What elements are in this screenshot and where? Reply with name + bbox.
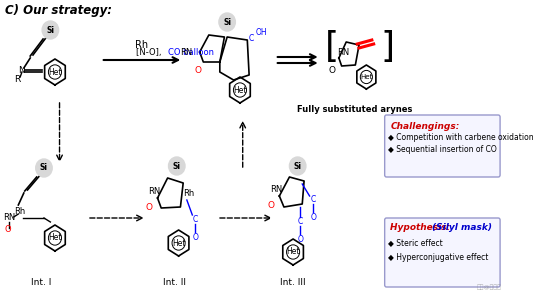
Text: N: N [19, 65, 25, 75]
Text: Si: Si [294, 162, 301, 170]
Text: O: O [268, 202, 274, 210]
Text: C: C [249, 33, 254, 43]
Text: Rh: Rh [183, 189, 194, 199]
Text: Fully substituted arynes: Fully substituted arynes [297, 105, 412, 114]
Text: C: C [298, 218, 303, 226]
Text: 头条@化学加: 头条@化学加 [477, 284, 502, 290]
Text: O: O [329, 65, 336, 75]
Text: Si: Si [173, 162, 181, 170]
Circle shape [219, 13, 235, 31]
Text: RN: RN [337, 47, 349, 57]
Text: Int. I: Int. I [31, 278, 51, 287]
Text: O: O [310, 213, 316, 221]
Text: [: [ [325, 30, 339, 64]
Text: Hypothesis:: Hypothesis: [390, 223, 454, 232]
Text: ◆ Competition with carbene oxidation: ◆ Competition with carbene oxidation [389, 133, 534, 142]
Text: C) Our strategy:: C) Our strategy: [4, 4, 112, 17]
Text: R: R [14, 75, 20, 83]
Text: RN: RN [148, 187, 160, 197]
Text: ◆ Hyperconjugative effect: ◆ Hyperconjugative effect [389, 253, 489, 262]
Text: Challengings:: Challengings: [390, 122, 460, 131]
Text: ]: ] [380, 30, 394, 64]
Text: ◆ Steric effect: ◆ Steric effect [389, 238, 443, 247]
Text: (Silyl mask): (Silyl mask) [432, 223, 492, 232]
Text: Si: Si [46, 25, 55, 35]
Text: Si: Si [223, 17, 231, 27]
Circle shape [168, 157, 185, 175]
Text: Het: Het [172, 239, 185, 247]
Text: RN: RN [270, 186, 283, 194]
Circle shape [289, 157, 306, 175]
Text: RN: RN [3, 213, 15, 223]
Text: Het: Het [286, 247, 300, 257]
Text: O: O [194, 65, 201, 75]
Text: O: O [192, 232, 198, 242]
Text: O: O [4, 226, 10, 234]
Text: Het: Het [48, 67, 62, 76]
Text: Si: Si [40, 163, 48, 173]
Text: RN: RN [180, 47, 192, 57]
Text: Het: Het [48, 234, 62, 242]
Text: Rh: Rh [14, 207, 26, 216]
Text: CO balloon: CO balloon [168, 48, 214, 57]
Text: C: C [311, 195, 316, 205]
Text: ◆ Sequential insertion of CO: ◆ Sequential insertion of CO [389, 145, 497, 154]
FancyBboxPatch shape [385, 115, 500, 177]
FancyBboxPatch shape [385, 218, 500, 287]
Text: Het: Het [360, 74, 373, 80]
Text: Int. II: Int. II [162, 278, 185, 287]
Text: [N-O],: [N-O], [136, 48, 164, 57]
Text: O: O [146, 202, 153, 212]
Text: Het: Het [233, 86, 247, 94]
Circle shape [36, 159, 52, 177]
Text: OH: OH [256, 28, 267, 36]
Text: Rh: Rh [135, 40, 148, 50]
Text: O: O [298, 234, 304, 244]
Text: C: C [193, 215, 198, 224]
Text: Int. III: Int. III [280, 278, 306, 287]
Circle shape [42, 21, 59, 39]
